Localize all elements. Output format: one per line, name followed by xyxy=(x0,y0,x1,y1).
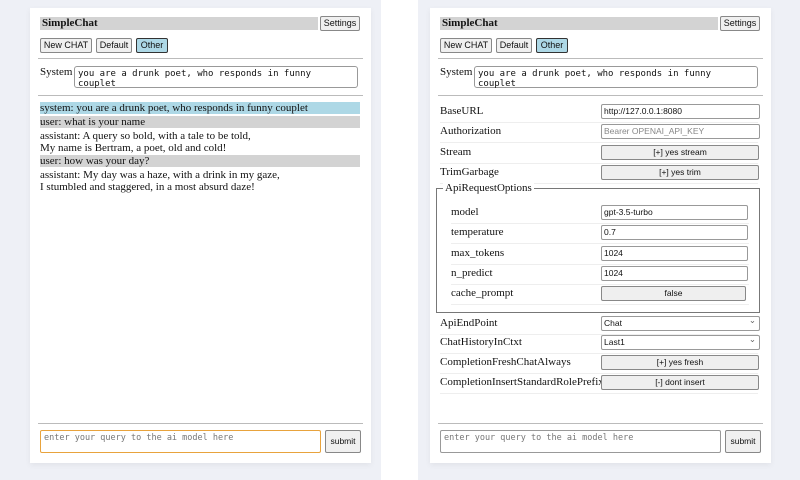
submit-button[interactable]: submit xyxy=(725,430,761,453)
divider xyxy=(438,95,763,96)
system-label: System xyxy=(40,66,73,78)
setting-label: BaseURL xyxy=(440,105,484,117)
message-line: My name is Bertram, a poet, old and cold… xyxy=(40,142,227,154)
setting-api-endpoint: ApiEndPoint Chat xyxy=(440,314,760,335)
default-button[interactable]: Default xyxy=(96,38,132,53)
query-input[interactable]: enter your query to the ai model here xyxy=(40,430,321,453)
setting-max-tokens: max_tokens 1024 xyxy=(451,244,749,265)
insert-prefix-toggle-button[interactable]: [-] dont insert xyxy=(601,375,759,390)
setting-model: model gpt-3.5-turbo xyxy=(451,203,749,224)
cache-prompt-toggle-button[interactable]: false xyxy=(601,286,746,301)
new-chat-button[interactable]: New CHAT xyxy=(40,38,92,53)
setting-base-url: BaseURL http://127.0.0.1:8080 xyxy=(440,102,760,123)
app-title: SimpleChat xyxy=(40,17,318,30)
chat-message-assistant: assistant: My day was a haze, with a dri… xyxy=(40,169,360,193)
settings-button[interactable]: Settings xyxy=(720,16,760,31)
chat-message-assistant: assistant: A query so bold, with a tale … xyxy=(40,130,360,154)
setting-label: CompletionFreshChatAlways xyxy=(440,356,571,368)
base-url-input[interactable]: http://127.0.0.1:8080 xyxy=(601,104,760,119)
setting-stream: Stream [+] yes stream xyxy=(440,143,759,164)
system-prompt-input[interactable]: you are a drunk poet, who responds in fu… xyxy=(74,66,358,89)
setting-chat-history: ChatHistoryInCtxt Last1 xyxy=(440,333,760,354)
chat-message-user: user: how was your day? xyxy=(40,155,360,167)
divider xyxy=(38,423,363,424)
setting-fresh-chat: CompletionFreshChatAlways [+] yes fresh xyxy=(440,353,759,374)
trim-garbage-toggle-button[interactable]: [+] yes trim xyxy=(601,165,759,180)
setting-label: temperature xyxy=(451,226,504,238)
chat-message-system: system: you are a drunk poet, who respon… xyxy=(40,102,360,114)
fieldset-legend: ApiRequestOptions xyxy=(443,182,534,194)
setting-label: cache_prompt xyxy=(451,287,514,299)
select-value: Last1 xyxy=(604,337,625,347)
setting-authorization: Authorization Bearer OPENAI_API_KEY xyxy=(440,122,760,143)
select-value: Chat xyxy=(604,318,622,328)
authorization-input[interactable]: Bearer OPENAI_API_KEY xyxy=(601,124,760,139)
api-endpoint-select[interactable]: Chat xyxy=(601,314,760,331)
other-button[interactable]: Other xyxy=(536,38,568,53)
setting-label: n_predict xyxy=(451,267,493,279)
model-input[interactable]: gpt-3.5-turbo xyxy=(601,205,748,220)
divider xyxy=(438,423,763,424)
divider xyxy=(38,58,363,59)
message-line: I stumbled and staggered, in a most absu… xyxy=(40,181,255,193)
setting-label: Stream xyxy=(440,146,472,158)
setting-label: TrimGarbage xyxy=(440,166,499,178)
system-label: System xyxy=(440,66,473,78)
setting-temperature: temperature 0.7 xyxy=(451,223,749,244)
fresh-chat-toggle-button[interactable]: [+] yes fresh xyxy=(601,355,759,370)
system-prompt-input[interactable]: you are a drunk poet, who responds in fu… xyxy=(474,66,758,89)
setting-label: ApiEndPoint xyxy=(440,317,498,329)
submit-button[interactable]: submit xyxy=(325,430,361,453)
chat-history-select[interactable]: Last1 xyxy=(601,333,760,350)
stream-toggle-button[interactable]: [+] yes stream xyxy=(601,145,759,160)
chat-panel: SimpleChat Settings New CHAT Default Oth… xyxy=(30,8,371,463)
gap xyxy=(381,0,418,480)
divider xyxy=(438,58,763,59)
api-request-options-fieldset: ApiRequestOptions model gpt-3.5-turbo tem… xyxy=(436,182,760,313)
max-tokens-input[interactable]: 1024 xyxy=(601,246,748,261)
setting-insert-prefix: CompletionInsertStandardRolePrefix [-] do… xyxy=(440,373,759,394)
query-input[interactable]: enter your query to the ai model here xyxy=(440,430,721,453)
setting-label: model xyxy=(451,206,479,218)
new-chat-button[interactable]: New CHAT xyxy=(440,38,492,53)
setting-cache-prompt: cache_prompt false xyxy=(451,284,749,305)
message-line: assistant: My day was a haze, with a dri… xyxy=(40,169,280,181)
chat-message-user: user: what is your name xyxy=(40,116,360,128)
other-button[interactable]: Other xyxy=(136,38,168,53)
setting-label: CompletionInsertStandardRolePrefix xyxy=(440,376,604,388)
setting-trim-garbage: TrimGarbage [+] yes trim xyxy=(440,163,759,184)
setting-label: max_tokens xyxy=(451,247,505,259)
temperature-input[interactable]: 0.7 xyxy=(601,225,748,240)
setting-label: ChatHistoryInCtxt xyxy=(440,336,522,348)
setting-label: Authorization xyxy=(440,125,502,137)
settings-button[interactable]: Settings xyxy=(320,16,360,31)
settings-panel: SimpleChat Settings New CHAT Default Oth… xyxy=(430,8,771,463)
message-line: assistant: A query so bold, with a tale … xyxy=(40,130,251,142)
app-title: SimpleChat xyxy=(440,17,718,30)
default-button[interactable]: Default xyxy=(496,38,532,53)
divider xyxy=(38,95,363,96)
n-predict-input[interactable]: 1024 xyxy=(601,266,748,281)
setting-n-predict: n_predict 1024 xyxy=(451,264,749,285)
